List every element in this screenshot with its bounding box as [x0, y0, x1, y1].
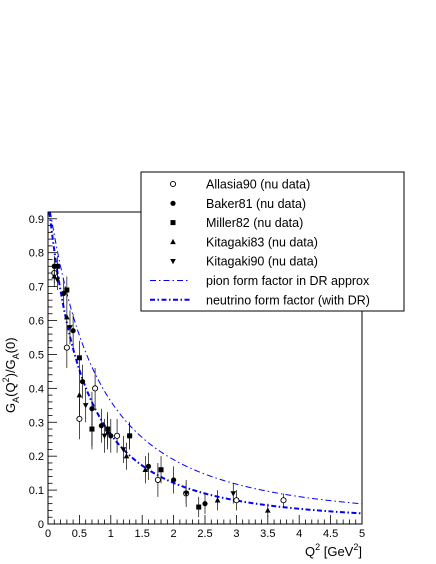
- legend-label: neutrino form factor (with DR): [206, 293, 370, 307]
- y-tick-label: 0.8: [29, 248, 44, 260]
- y-tick-label: 0.1: [29, 485, 44, 497]
- data-point: [63, 344, 70, 351]
- legend-marker-swatch: [170, 220, 176, 226]
- x-axis-title-sup: 2: [315, 542, 320, 552]
- data-point: [76, 392, 83, 398]
- legend-label: Miller82 (nu data): [206, 216, 303, 230]
- data-point: [183, 491, 189, 497]
- data-point: [230, 491, 237, 497]
- legend-label: pion form factor in DR approx: [206, 274, 370, 288]
- legend-marker-swatch: [170, 238, 176, 245]
- x-tick-label: 4.5: [323, 528, 338, 540]
- legend-marker-swatch: [170, 200, 176, 206]
- legend-label: Baker81 (nu data): [206, 197, 306, 211]
- data-point: [127, 433, 133, 439]
- data-point: [79, 378, 86, 385]
- x-axis-title: Q2 [GeV2]: [305, 542, 362, 559]
- x-tick-label: 1.5: [135, 528, 150, 540]
- data-point: [280, 497, 287, 504]
- x-tick-label: 3: [233, 528, 239, 540]
- y-axis-title: GA(Q2)/GA(0): [1, 337, 21, 413]
- data-point: [114, 432, 121, 439]
- y-tick-label: 0: [38, 519, 44, 531]
- data-point: [98, 423, 104, 429]
- data-point: [214, 497, 221, 503]
- data-point: [142, 466, 149, 472]
- legend-label: Kitagaki83 (nu data): [206, 235, 318, 249]
- legend-box: [140, 171, 405, 312]
- x-tick-label: 1: [108, 528, 114, 540]
- data-points-layer: [51, 256, 287, 518]
- x-axis-title-unit: [GeV: [320, 544, 354, 559]
- x-tick-label: 3.5: [260, 528, 275, 540]
- data-point: [196, 504, 202, 510]
- axes-layer: 0 0.5 1 1.5 2 2.5 3 3.5 4 4.5 5 0 0.1 0.2 0.3 0.4 0.5 0.6…: [29, 211, 365, 540]
- x-tick-label: 2: [171, 528, 177, 540]
- data-point: [123, 453, 130, 459]
- data-point: [145, 463, 152, 469]
- data-point: [92, 385, 99, 392]
- data-point: [233, 497, 240, 504]
- data-point: [101, 433, 108, 439]
- data-point: [54, 263, 60, 269]
- x-tick-label: 0.5: [72, 528, 87, 540]
- data-point: [202, 501, 208, 507]
- data-point: [120, 447, 127, 453]
- y-tick-label: 0.2: [29, 451, 44, 463]
- legend-label: Kitagaki90 (nu data): [206, 255, 318, 269]
- data-point: [104, 429, 111, 435]
- legend-marker-swatch: [169, 180, 177, 188]
- data-point: [89, 426, 95, 432]
- data-point: [82, 403, 89, 409]
- x-axis-title-unit-close: ]: [358, 544, 362, 559]
- data-point: [64, 314, 70, 320]
- data-point: [64, 287, 70, 293]
- legend-marker-swatch: [170, 259, 176, 265]
- x-tick-label: 4: [296, 528, 302, 540]
- data-point: [51, 273, 58, 279]
- data-point: [265, 507, 271, 513]
- y-tick-label: 0.7: [29, 282, 44, 294]
- y-tick-label: 0.3: [29, 417, 44, 429]
- data-point: [154, 476, 161, 483]
- data-point: [70, 328, 76, 334]
- x-tick-label: 2.5: [197, 528, 212, 540]
- legend: Allasia90 (nu data) Baker81 (nu data) Mill…: [140, 171, 405, 312]
- data-point: [76, 355, 82, 361]
- y-tick-label: 0.6: [29, 316, 44, 328]
- legend-label: Allasia90 (nu data): [206, 178, 310, 192]
- x-axis-title-q: Q: [305, 544, 315, 559]
- y-tick-label: 0.4: [29, 383, 44, 395]
- data-point: [158, 467, 164, 473]
- data-point: [67, 325, 73, 331]
- x-tick-label: 5: [359, 528, 365, 540]
- data-point: [54, 277, 61, 283]
- y-tick-label: 0.9: [29, 214, 44, 226]
- data-point: [171, 477, 177, 483]
- data-point: [76, 415, 83, 422]
- x-axis-title-unit-sup: 2: [353, 542, 358, 552]
- x-tick-label: 0: [45, 528, 51, 540]
- y-tick-label: 0.5: [29, 349, 44, 361]
